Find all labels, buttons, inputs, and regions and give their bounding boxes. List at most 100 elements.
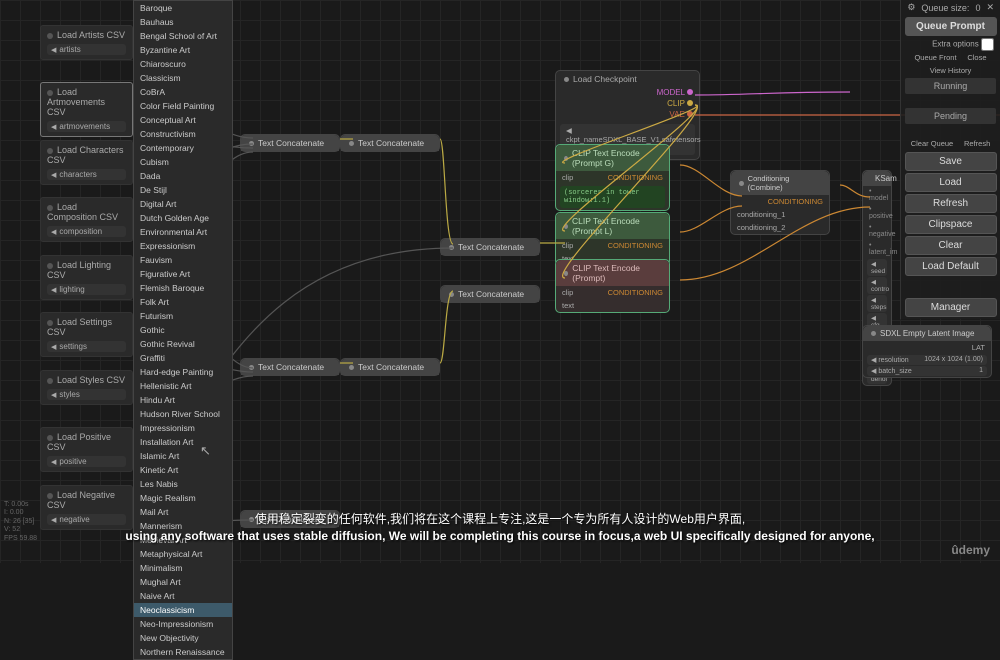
dropdown-item[interactable]: Gothic <box>134 323 232 337</box>
param-widget[interactable]: ◀ steps <box>867 295 887 312</box>
dropdown-item[interactable]: Dada <box>134 169 232 183</box>
socket-row[interactable]: text <box>556 299 669 312</box>
dropdown-item[interactable]: Installation Art <box>134 435 232 449</box>
text-concatenate-node[interactable]: Text Concatenate <box>340 358 440 376</box>
dropdown-item[interactable]: Bengal School of Art <box>134 29 232 43</box>
dropdown-item[interactable]: Graffiti <box>134 351 232 365</box>
dropdown-item[interactable]: Dutch Golden Age <box>134 211 232 225</box>
dropdown-item[interactable]: Flemish Baroque <box>134 281 232 295</box>
dropdown-item[interactable]: Naive Art <box>134 589 232 603</box>
dropdown-item[interactable]: Chiaroscuro <box>134 57 232 71</box>
load-button[interactable]: Load <box>905 173 997 192</box>
dropdown-item[interactable]: Classicism <box>134 71 232 85</box>
input-socket[interactable]: • model <box>863 186 891 204</box>
csv-loader-node[interactable]: Load Artmovements CSV ◀artmovements <box>40 82 133 137</box>
dropdown-item[interactable]: Digital Art <box>134 197 232 211</box>
csv-loader-node[interactable]: Load Composition CSV ◀composition <box>40 197 133 242</box>
dropdown-item[interactable]: Gothic Revival <box>134 337 232 351</box>
dropdown-item[interactable]: Mughal Art <box>134 575 232 589</box>
output-socket[interactable]: CLIP <box>556 98 699 109</box>
output-socket[interactable]: ◀styles <box>47 389 126 400</box>
dropdown-item[interactable]: Byzantine Art <box>134 43 232 57</box>
dropdown-item[interactable]: Baroque <box>134 1 232 15</box>
clip-text-encode-node[interactable]: CLIP Text Encode (Prompt)clipCONDITIONIN… <box>555 259 670 313</box>
dropdown-item[interactable]: Neo-Impressionism <box>134 617 232 631</box>
clip-text-encode-node[interactable]: CLIP Text Encode (Prompt G)clipCONDITION… <box>555 144 670 211</box>
dropdown-item[interactable]: Color Field Painting <box>134 99 232 113</box>
socket-row[interactable]: clipCONDITIONING <box>556 286 669 299</box>
csv-loader-node[interactable]: Load Lighting CSV ◀lighting <box>40 255 133 300</box>
socket-row[interactable]: clipCONDITIONING <box>556 239 669 252</box>
dropdown-item[interactable]: Hudson River School <box>134 407 232 421</box>
dropdown-item[interactable]: Kinetic Art <box>134 463 232 477</box>
dropdown-item[interactable]: Minimalism <box>134 561 232 575</box>
close-icon[interactable]: ✕ <box>986 2 994 13</box>
close-button[interactable]: Close <box>964 52 989 63</box>
conditioning-combine-node[interactable]: Conditioning (Combine) CONDITIONING cond… <box>730 170 830 235</box>
node-canvas[interactable]: Load Artists CSV ◀artists Load Artmovemen… <box>0 0 1000 563</box>
output-socket[interactable]: ◀characters <box>47 169 126 180</box>
clear-button[interactable]: Clear <box>905 236 997 255</box>
refresh-queue-button[interactable]: Refresh <box>961 138 993 149</box>
param-widget[interactable]: ◀ seed <box>867 259 887 276</box>
csv-loader-node[interactable]: Load Positive CSV ◀positive <box>40 427 133 472</box>
dropdown-item[interactable]: Fauvism <box>134 253 232 267</box>
extra-options-checkbox[interactable] <box>981 38 994 51</box>
param-widget[interactable]: ◀ contro <box>867 277 887 294</box>
dropdown-item[interactable]: Bauhaus <box>134 15 232 29</box>
dropdown-item[interactable]: Folk Art <box>134 295 232 309</box>
manager-button[interactable]: Manager <box>905 298 997 317</box>
text-concatenate-node[interactable]: Text Concatenate <box>340 134 440 152</box>
dropdown-item[interactable]: Hellenistic Art <box>134 379 232 393</box>
dropdown-item[interactable]: Magic Realism <box>134 491 232 505</box>
output-socket[interactable]: ◀artists <box>47 44 126 55</box>
output-socket[interactable]: ◀settings <box>47 341 126 352</box>
dropdown-item[interactable]: Contemporary <box>134 141 232 155</box>
dropdown-item[interactable]: Islamic Art <box>134 449 232 463</box>
sdxl-empty-latent-node[interactable]: SDXL Empty Latent Image LAT ◀ resolution… <box>862 325 992 378</box>
dropdown-item[interactable]: Conceptual Art <box>134 113 232 127</box>
dropdown-item[interactable]: De Stijl <box>134 183 232 197</box>
load-default-button[interactable]: Load Default <box>905 257 997 276</box>
csv-loader-node[interactable]: Load Characters CSV ◀characters <box>40 140 133 185</box>
param-widget[interactable]: ◀ batch_size1 <box>867 366 987 376</box>
dropdown-item[interactable]: Impressionism <box>134 421 232 435</box>
output-socket[interactable]: VAE <box>556 109 699 120</box>
output-socket[interactable]: ◀artmovements <box>47 121 126 132</box>
socket-row[interactable]: clipCONDITIONING <box>556 171 669 184</box>
dropdown-item[interactable]: Cubism <box>134 155 232 169</box>
text-concatenate-node[interactable]: Text Concatenate <box>440 285 540 303</box>
param-widget[interactable]: ◀ resolution1024 x 1024 (1.00) <box>867 355 987 365</box>
output-socket[interactable]: MODEL <box>556 87 699 98</box>
dropdown-item[interactable]: Figurative Art <box>134 267 232 281</box>
output-socket[interactable]: ◀composition <box>47 226 126 237</box>
dropdown-item[interactable]: Hard-edge Painting <box>134 365 232 379</box>
dropdown-item[interactable]: New Objectivity <box>134 631 232 645</box>
save-button[interactable]: Save <box>905 152 997 171</box>
view-history-button[interactable]: View History <box>927 65 975 76</box>
csv-loader-node[interactable]: Load Settings CSV ◀settings <box>40 312 133 357</box>
clipspace-button[interactable]: Clipspace <box>905 215 997 234</box>
queue-front-button[interactable]: Queue Front <box>911 52 959 63</box>
gear-icon[interactable]: ⚙ <box>907 2 915 13</box>
clip-text-encode-node[interactable]: CLIP Text Encode (Prompt L)clipCONDITION… <box>555 212 670 266</box>
dropdown-item[interactable]: Metaphysical Art <box>134 547 232 561</box>
text-concatenate-node[interactable]: Text Concatenate <box>440 238 540 256</box>
input-socket[interactable]: • latent_im <box>863 240 891 258</box>
output-socket[interactable]: ◀positive <box>47 456 126 467</box>
dropdown-item[interactable]: Les Nabis <box>134 477 232 491</box>
csv-loader-node[interactable]: Load Styles CSV ◀styles <box>40 370 133 405</box>
dropdown-item[interactable]: Environmental Art <box>134 225 232 239</box>
output-socket[interactable]: ◀lighting <box>47 284 126 295</box>
dropdown-item[interactable]: Constructivism <box>134 127 232 141</box>
text-concatenate-node[interactable]: Text Concatenate <box>240 358 340 376</box>
text-concatenate-node[interactable]: Text Concatenate <box>240 134 340 152</box>
dropdown-item[interactable]: Expressionism <box>134 239 232 253</box>
dropdown-item[interactable]: Hindu Art <box>134 393 232 407</box>
input-socket[interactable]: • positive <box>863 204 891 222</box>
csv-loader-node[interactable]: Load Artists CSV ◀artists <box>40 25 133 60</box>
input-socket[interactable]: • negative <box>863 222 891 240</box>
dropdown-item[interactable]: Neoclassicism <box>134 603 232 617</box>
refresh-button[interactable]: Refresh <box>905 194 997 213</box>
prompt-text[interactable]: (sorcerer in tower window:1.1) <box>560 186 665 208</box>
